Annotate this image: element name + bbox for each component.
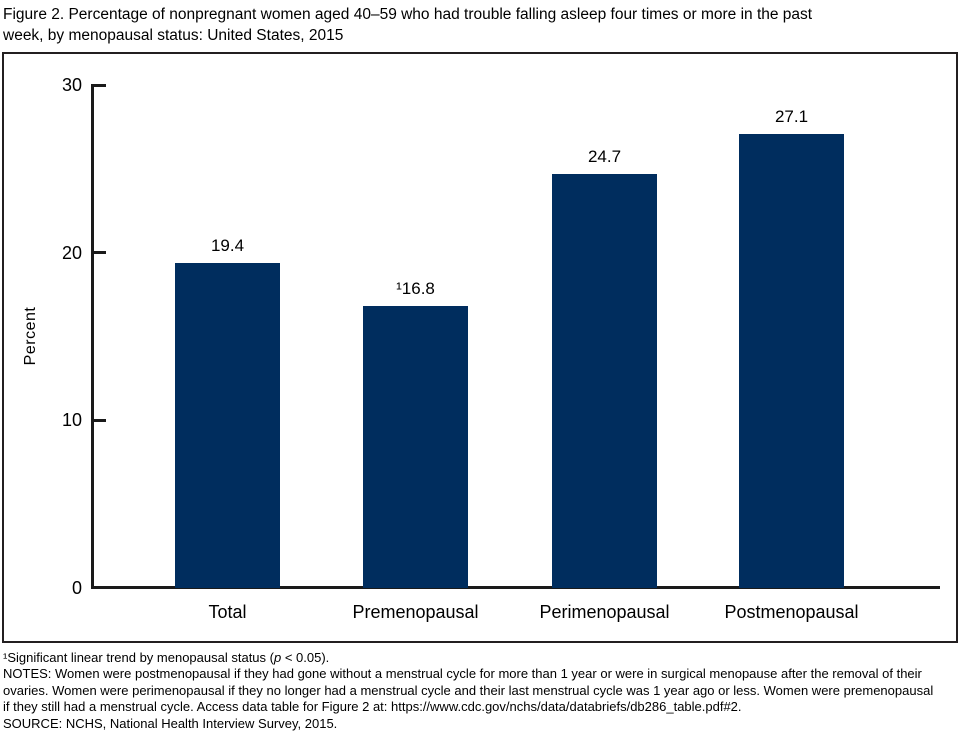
bar-value-label: ¹16.8 bbox=[396, 279, 435, 298]
footnote-p-symbol: p bbox=[273, 650, 282, 665]
figure-title: Figure 2. Percentage of nonpregnant wome… bbox=[3, 4, 957, 46]
footnotes: ¹Significant linear trend by menopausal … bbox=[3, 650, 957, 732]
footnote-significance-text: ¹Significant linear trend by menopausal … bbox=[3, 650, 274, 665]
category-label: Postmenopausal bbox=[724, 602, 859, 622]
footnote-significance: ¹Significant linear trend by menopausal … bbox=[3, 650, 957, 666]
bar bbox=[552, 174, 657, 588]
footnote-notes-line-2: ovaries. Women were perimenopausal if th… bbox=[3, 682, 934, 698]
y-axis-line bbox=[91, 84, 94, 589]
y-tick-label: 30 bbox=[61, 75, 82, 95]
y-tick bbox=[94, 251, 106, 254]
footnote-source: SOURCE: NCHS, National Health Interview … bbox=[3, 715, 338, 731]
y-tick-label: 0 bbox=[71, 578, 82, 598]
bar-value-label: 27.1 bbox=[774, 107, 809, 126]
y-tick-label: 10 bbox=[61, 410, 82, 430]
y-axis-title: Percent bbox=[22, 306, 39, 366]
bar bbox=[363, 306, 468, 588]
y-tick-label: 20 bbox=[61, 243, 82, 263]
bar bbox=[175, 263, 280, 588]
figure-title-line-1: Figure 2. Percentage of nonpregnant wome… bbox=[3, 6, 813, 23]
footnote-significance-tail: < 0.05). bbox=[281, 650, 330, 665]
category-label: Total bbox=[208, 602, 247, 622]
bar bbox=[739, 134, 844, 588]
footnote-notes-line-1: NOTES: Women were postmenopausal if they… bbox=[3, 666, 922, 682]
category-label: Premenopausal bbox=[352, 602, 479, 622]
x-axis-line bbox=[91, 586, 940, 589]
footnote-notes-line-3: if they still had a menstrual cycle. Acc… bbox=[3, 699, 742, 715]
category-label: Perimenopausal bbox=[539, 602, 670, 622]
y-tick bbox=[94, 84, 106, 87]
figure-title-line-2: week, by menopausal status: United State… bbox=[3, 27, 344, 44]
bar-value-label: 19.4 bbox=[210, 236, 245, 255]
y-tick bbox=[94, 419, 106, 422]
bar-value-label: 24.7 bbox=[587, 147, 622, 166]
